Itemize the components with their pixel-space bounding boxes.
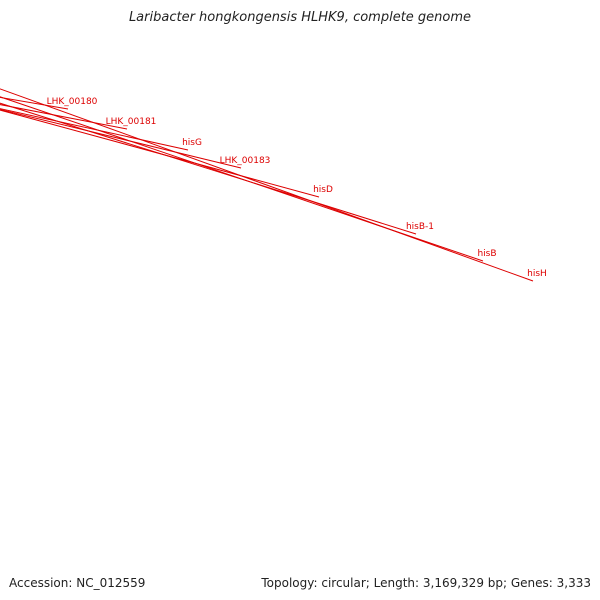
gene-label: hisG (182, 138, 202, 148)
gene-label: LHK_00183 (220, 156, 271, 166)
gene-label-leader (0, 96, 484, 262)
gene-label: hisH (527, 269, 547, 279)
genome-summary-text: Topology: circular; Length: 3,169,329 bp… (261, 576, 591, 590)
gene-label: hisB (477, 249, 496, 259)
gene-label: hisD (313, 185, 333, 195)
gene-label: hisB-1 (406, 222, 434, 232)
map-title: Laribacter hongkongensis HLHK9, complete… (128, 10, 472, 25)
gene-label-leader (0, 108, 242, 169)
gene-label-leader (0, 102, 417, 235)
accession-text: Accession: NC_012559 (9, 576, 146, 590)
label-layer: 179 kbp180 kbp181 kbp182 kbp183 kbp184 k… (0, 88, 547, 282)
gene-label-leader (0, 88, 534, 282)
gene-label-leader (0, 108, 189, 151)
gene-label: LHK_00180 (47, 97, 98, 107)
gene-label-leader (0, 109, 320, 198)
gene-label: LHK_00181 (106, 117, 157, 127)
